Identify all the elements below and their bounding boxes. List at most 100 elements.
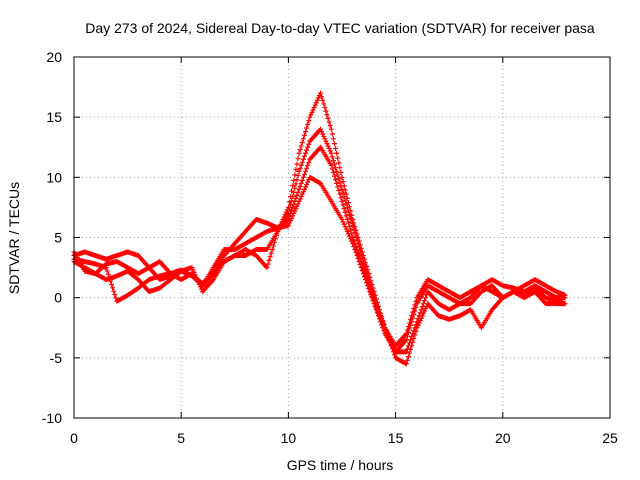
- data-point: [303, 168, 309, 174]
- data-point: [388, 343, 394, 349]
- data-point: [103, 265, 109, 271]
- data-point: [403, 337, 409, 343]
- data-point: [298, 143, 304, 149]
- data-point: [323, 108, 329, 114]
- data-point: [294, 161, 300, 167]
- data-point: [306, 159, 312, 165]
- data-point: [299, 139, 305, 145]
- data-point: [300, 174, 306, 180]
- data-point: [335, 172, 341, 178]
- data-point: [343, 191, 349, 197]
- data-point: [359, 249, 365, 255]
- data-point: [293, 167, 299, 173]
- y-tick-label: -10: [42, 410, 62, 426]
- data-point: [301, 132, 307, 138]
- data-point: [336, 176, 342, 182]
- data-point: [374, 299, 380, 305]
- data-point: [107, 278, 113, 284]
- data-point: [422, 298, 428, 304]
- data-point: [341, 206, 347, 212]
- data-point: [297, 183, 303, 189]
- data-point: [325, 115, 331, 121]
- data-point: [291, 177, 297, 183]
- data-point: [353, 244, 359, 250]
- data-point: [300, 156, 306, 162]
- data-point: [384, 331, 390, 337]
- data-point: [344, 216, 350, 222]
- data-point: [274, 232, 280, 238]
- data-point: [273, 236, 279, 242]
- data-point: [305, 121, 311, 127]
- data-point: [378, 310, 384, 316]
- data-point: [328, 150, 334, 156]
- data-point: [295, 156, 301, 162]
- data-point: [329, 131, 335, 137]
- data-point: [423, 295, 429, 301]
- data-point: [409, 343, 415, 349]
- data-point: [562, 301, 568, 307]
- data-point: [411, 336, 417, 342]
- data-point: [321, 101, 327, 107]
- data-point: [348, 208, 354, 214]
- data-point: [329, 154, 335, 160]
- data-point: [300, 136, 306, 142]
- data-point: [383, 328, 389, 334]
- data-point: [265, 261, 271, 267]
- data-point: [305, 144, 311, 150]
- data-point: [334, 168, 340, 174]
- data-point: [373, 296, 379, 302]
- y-tick-label: 15: [46, 109, 62, 125]
- data-point: [411, 312, 417, 318]
- data-point: [339, 174, 345, 180]
- data-point: [369, 281, 375, 287]
- data-point: [333, 145, 339, 151]
- x-tick-label: 0: [70, 430, 78, 446]
- data-point: [350, 235, 356, 240]
- data-point: [404, 357, 410, 363]
- data-point: [286, 199, 292, 205]
- data-point: [295, 189, 301, 195]
- data-point: [289, 188, 295, 194]
- data-point: [420, 301, 426, 307]
- data-point: [355, 235, 361, 240]
- data-point: [301, 171, 307, 177]
- data-point: [344, 195, 350, 201]
- data-point: [351, 220, 357, 226]
- data-point: [405, 330, 411, 336]
- data-point: [319, 94, 325, 100]
- data-point: [337, 165, 343, 171]
- data-point: [112, 292, 118, 298]
- y-tick-label: 0: [54, 290, 62, 306]
- data-point: [354, 231, 360, 237]
- data-point: [328, 162, 334, 168]
- data-point: [326, 119, 332, 125]
- chart-title: Day 273 of 2024, Sidereal Day-to-day VTE…: [85, 20, 595, 36]
- data-point: [306, 118, 312, 124]
- data-point: [110, 285, 116, 291]
- data-point: [267, 254, 273, 260]
- data-point: [371, 289, 377, 295]
- data-point: [299, 177, 305, 183]
- x-tick-label: 20: [495, 430, 511, 446]
- data-point: [335, 155, 341, 161]
- data-point: [352, 224, 358, 230]
- data-point: [296, 168, 302, 174]
- x-tick-label: 15: [388, 430, 404, 446]
- data-point: [365, 267, 371, 273]
- data-point: [298, 162, 304, 168]
- data-point: [367, 274, 373, 280]
- data-point: [336, 160, 342, 166]
- data-point: [381, 321, 387, 327]
- data-point: [334, 150, 340, 156]
- data-point: [389, 346, 395, 352]
- data-point: [362, 256, 368, 262]
- data-point: [296, 186, 302, 192]
- data-point: [407, 326, 413, 332]
- y-axis-title: SDTVAR / TECUs: [6, 182, 22, 294]
- data-point: [324, 112, 330, 118]
- data-point: [335, 184, 341, 190]
- data-point: [404, 333, 410, 339]
- data-point: [105, 271, 111, 277]
- data-point: [375, 303, 381, 309]
